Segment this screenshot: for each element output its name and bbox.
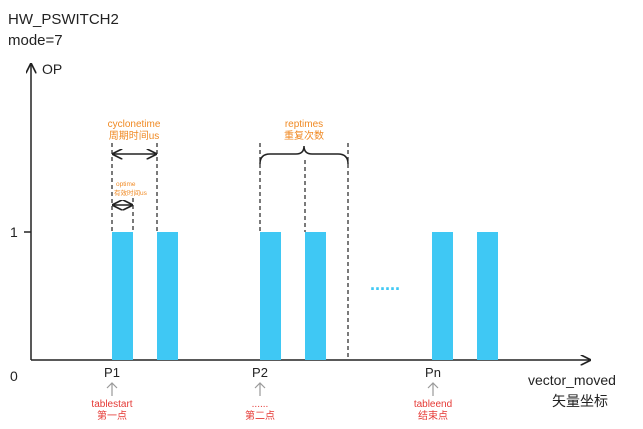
pulse-bar	[432, 232, 453, 360]
x-axis-label-cn: 矢量坐标	[552, 393, 608, 409]
y-axis-label: OP	[42, 61, 62, 77]
point-note-cn: 结束点	[418, 409, 448, 422]
point-note: ......	[252, 399, 269, 410]
pulse-bar	[112, 232, 133, 360]
optime-label: optime	[116, 181, 136, 188]
pulse-bar	[157, 232, 178, 360]
point-label: P1	[104, 365, 120, 380]
point-p1: P1 tablestart 第一点	[91, 365, 132, 422]
pulse-bar	[477, 232, 498, 360]
reptimes-brace	[259, 145, 349, 165]
origin-label: 0	[10, 368, 18, 384]
reptimes-label-cn: 重复次数	[284, 129, 324, 142]
point-note: tableend	[414, 399, 452, 410]
point-note-cn: 第二点	[245, 409, 275, 422]
point-p2: P2 ...... 第二点	[245, 365, 275, 422]
cyclonetime-label: cyclonetime	[108, 119, 161, 130]
point-note: tablestart	[91, 399, 132, 410]
diagram-name: HW_PSWITCH2	[8, 11, 119, 28]
x-axis-label: vector_moved	[528, 372, 616, 388]
optime-label-cn: 有效时间us	[114, 188, 148, 197]
point-pn: Pn tableend 结束点	[414, 365, 452, 422]
point-note-cn: 第一点	[97, 409, 127, 422]
reptimes-label: reptimes	[285, 119, 323, 130]
pulse-bar	[305, 232, 326, 360]
cyclonetime-label-cn: 周期时间us	[109, 129, 160, 142]
pointer-arrow-icon	[254, 382, 266, 396]
diagram-mode: mode=7	[8, 32, 63, 49]
pulse-bar	[260, 232, 281, 360]
pulse-ellipsis: ......	[370, 274, 400, 294]
pulse-group	[112, 232, 498, 360]
level-one-label: 1	[10, 224, 18, 240]
pointer-arrow-icon	[427, 382, 439, 396]
point-label: Pn	[425, 365, 441, 380]
pointer-arrow-icon	[106, 382, 118, 396]
point-label: P2	[252, 365, 268, 380]
